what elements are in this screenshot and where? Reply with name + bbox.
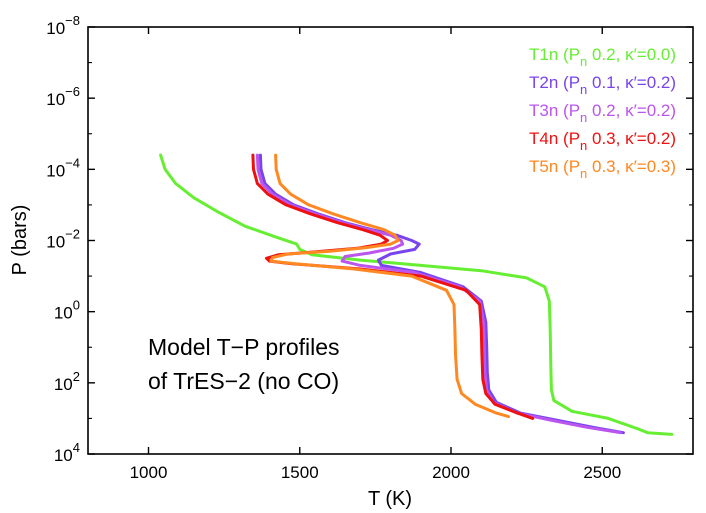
legend-entry-t2n: T2n (Pn 0.1, κ′=0.2) (529, 73, 676, 97)
series-layer (159, 153, 674, 436)
x-tick-label-2500: 2500 (583, 463, 621, 482)
legend-entry-t3n: T3n (Pn 0.2, κ′=0.2) (529, 101, 676, 125)
y-axis-title: P (bars) (9, 205, 31, 276)
y-tick-label-4: 100 (54, 298, 80, 323)
legend-entry-t1n: T1n (Pn 0.2, κ′=0.0) (529, 45, 676, 69)
series-line-t3n (255, 153, 622, 435)
y-tick-label-2: 10−4 (46, 155, 80, 180)
y-tick-label-5: 102 (54, 369, 80, 394)
y-tick-label-6: 104 (54, 440, 80, 465)
x-axis-title: T (K) (368, 488, 412, 510)
x-tick-label-1000: 1000 (130, 463, 168, 482)
series-line-t5n (269, 153, 510, 419)
legend-entry-t4n: T4n (Pn 0.3, κ′=0.2) (529, 129, 676, 153)
y-tick-label-0: 10−8 (46, 13, 80, 38)
x-tick-label-1500: 1500 (281, 463, 319, 482)
annotation-line-2: of TrES−2 (no CO) (148, 368, 339, 394)
x-tick-label-2000: 2000 (432, 463, 470, 482)
legend: T1n (Pn 0.2, κ′=0.0) T2n (Pn 0.1, κ′=0.2)… (529, 45, 676, 181)
legend-entry-t5n: T5n (Pn 0.3, κ′=0.3) (529, 157, 676, 181)
series-line-t1n (159, 153, 674, 436)
annotation-line-1: Model T−P profiles (148, 334, 340, 360)
plot-frame (87, 26, 694, 455)
y-tick-label-1: 10−6 (46, 84, 80, 109)
y-tick-label-3: 10−2 (46, 227, 80, 252)
